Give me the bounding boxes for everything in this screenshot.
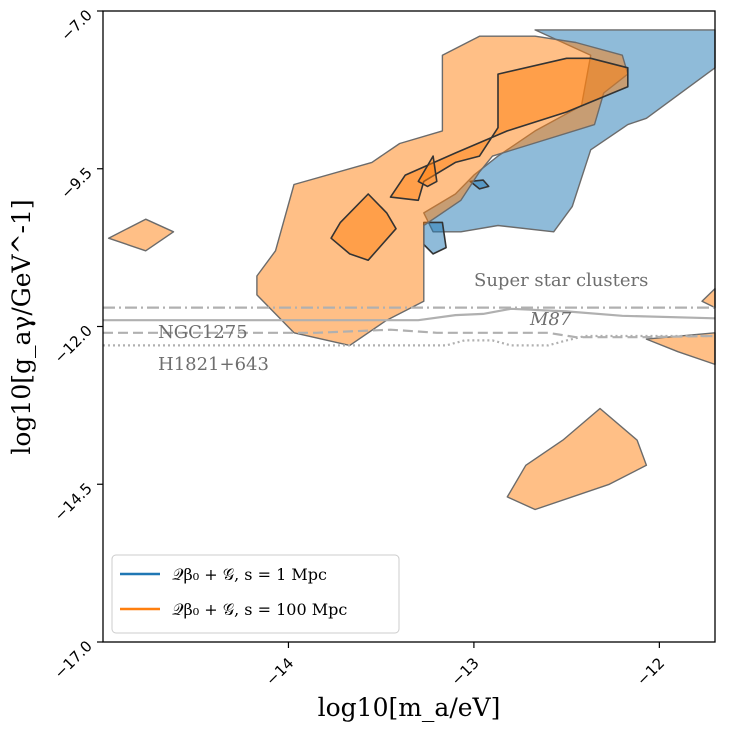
y-axis-label: log10[g_aγ/GeV^-1] bbox=[7, 199, 36, 454]
x-tick-label: −14 bbox=[262, 654, 297, 689]
confidence-regions bbox=[107, 29, 716, 511]
region-series-0-1 bbox=[422, 221, 447, 255]
region-series-1-1 bbox=[389, 57, 629, 202]
y-tick-label: −12.0 bbox=[51, 322, 96, 367]
y-tick-label: −17.0 bbox=[51, 637, 96, 682]
legend-label-1mpc: 𝒬β₀ + 𝒢, s = 1 Mpc bbox=[172, 565, 327, 584]
y-tick-label: −14.5 bbox=[51, 479, 96, 524]
y-tick-label: −9.5 bbox=[57, 164, 95, 202]
annotation-super-star-clusters: Super star clusters bbox=[474, 270, 648, 291]
x-axis: −14 −13 −12 bbox=[262, 642, 668, 689]
legend-label-100mpc: 𝒬β₀ + 𝒢, s = 100 Mpc bbox=[172, 600, 347, 619]
region-series-1-5 bbox=[701, 287, 716, 309]
annotation-ngc1275: NGC1275 bbox=[158, 322, 248, 343]
region-series-1-3 bbox=[417, 155, 438, 188]
annotations: Super star clusters M87 NGC1275 H1821+64… bbox=[158, 270, 648, 375]
y-tick-label: −7.0 bbox=[57, 6, 95, 44]
x-axis-label: log10[m_a/eV] bbox=[318, 693, 501, 722]
annotation-m87: M87 bbox=[529, 309, 572, 330]
annotation-h1821: H1821+643 bbox=[158, 354, 269, 375]
x-tick-label: −12 bbox=[633, 654, 668, 689]
y-axis: −7.0 −9.5 −12.0 −14.5 −17.0 bbox=[51, 6, 103, 682]
region-series-1-7 bbox=[506, 407, 648, 511]
region-series-1-4 bbox=[107, 218, 175, 252]
legend-box bbox=[111, 554, 400, 634]
reference-lines bbox=[103, 306, 716, 347]
reference-line-2 bbox=[103, 328, 716, 339]
legend: 𝒬β₀ + 𝒢, s = 1 Mpc 𝒬β₀ + 𝒢, s = 100 Mpc bbox=[111, 554, 400, 634]
reference-line-1 bbox=[103, 307, 716, 322]
region-series-1-2 bbox=[330, 193, 397, 262]
x-tick-label: −13 bbox=[448, 654, 483, 689]
region-series-0-2 bbox=[469, 179, 490, 190]
